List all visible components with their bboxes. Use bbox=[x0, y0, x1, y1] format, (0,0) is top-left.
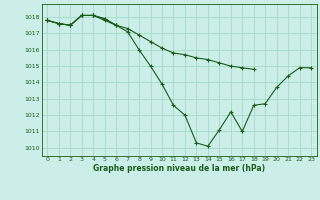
X-axis label: Graphe pression niveau de la mer (hPa): Graphe pression niveau de la mer (hPa) bbox=[93, 164, 265, 173]
